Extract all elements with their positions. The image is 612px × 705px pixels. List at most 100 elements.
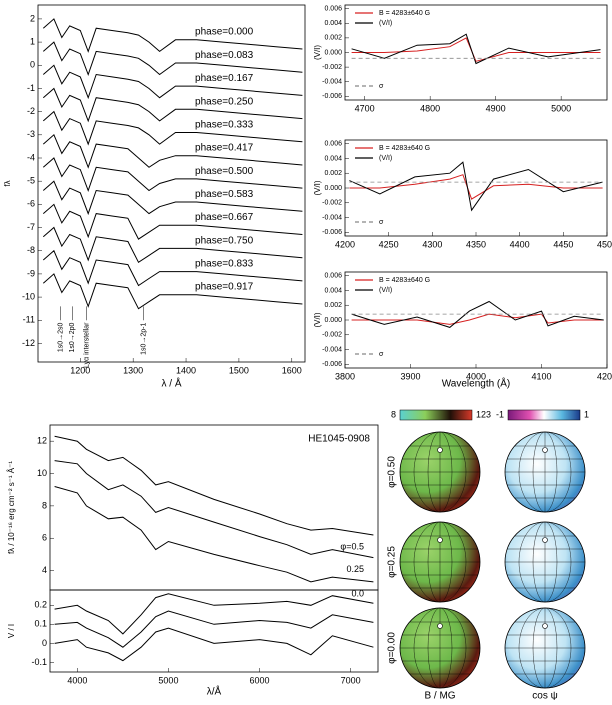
series-line <box>42 203 303 240</box>
y-tick-label: -11 <box>23 315 35 325</box>
series-line <box>351 37 601 62</box>
x-tick-label: 1600 <box>282 365 302 375</box>
y-axis-label: fλ / 10⁻¹⁶ erg cm⁻² s⁻¹ Å⁻¹ <box>7 461 16 554</box>
y-tick-label: 0.002 <box>324 35 342 42</box>
legend-label: (V/I) <box>379 155 392 162</box>
plot-frame <box>37 4 306 363</box>
series-line <box>349 161 603 212</box>
x-tick-label: 4000 <box>466 371 486 381</box>
series-label: phase=0.333 <box>195 119 254 130</box>
y-axis-label: V / I <box>7 624 16 638</box>
column-label: cos ψ <box>532 691 557 700</box>
y-tick-label: -0.004 <box>322 346 342 353</box>
y-tick-label: -0.006 <box>322 93 342 100</box>
x-tick-label: 7000 <box>341 675 361 685</box>
y-tick-label: -0.004 <box>322 214 342 221</box>
series-line <box>54 486 374 583</box>
y-tick-label: -4 <box>27 152 35 162</box>
y-tick-label: 8 <box>42 500 47 510</box>
series-label: 0.0 <box>351 588 364 598</box>
series-line <box>54 593 374 635</box>
x-tick-label: 4700 <box>355 103 375 113</box>
legend-label: B = 4283±640 G <box>379 10 430 17</box>
colorbar-cos <box>507 409 581 421</box>
plot-frame <box>49 589 379 673</box>
colorbar-min: -1 <box>496 409 504 419</box>
y-tick-label: -2 <box>27 106 35 116</box>
y-tick-label: -1 <box>27 83 35 93</box>
series-label: phase=0.000 <box>195 27 254 38</box>
series-label: phase=0.167 <box>195 73 254 84</box>
series-line <box>42 249 303 287</box>
y-tick-label: 0.006 <box>324 5 342 12</box>
series-line <box>351 313 604 325</box>
pole <box>542 623 548 629</box>
x-tick-label: 4000 <box>67 675 87 685</box>
y-tick-label: 0.2 <box>34 600 47 610</box>
series-label: phase=0.500 <box>195 166 254 177</box>
row-label: φ=0.50 <box>387 456 398 488</box>
y-axis-label: (V/I) <box>313 180 322 195</box>
series-line <box>42 157 303 192</box>
x-tick-label: 4450 <box>553 239 573 249</box>
y-tick-label: 6 <box>42 533 47 543</box>
x-tick-label: 1500 <box>229 365 249 375</box>
series-label: phase=0.417 <box>195 143 254 154</box>
series-label: phase=0.583 <box>195 189 254 200</box>
pole <box>437 537 443 543</box>
y-tick-label: -5 <box>27 176 35 186</box>
y-tick-label: -12 <box>22 338 35 348</box>
x-tick-label: 3900 <box>400 371 420 381</box>
annotation: HE1045-0908 <box>308 434 370 445</box>
y-tick-label: -3 <box>27 129 35 139</box>
y-axis-label: (V/I) <box>313 45 322 60</box>
y-tick-label: -0.1 <box>31 657 47 667</box>
x-tick-label: 1200 <box>70 365 90 375</box>
y-tick-label: 4 <box>42 565 47 575</box>
column-label: B / MG <box>424 691 455 700</box>
y-tick-label: -0.004 <box>322 79 342 86</box>
y-tick-label: -0.006 <box>322 229 342 236</box>
series-line <box>42 18 303 53</box>
legend-label: (V/I) <box>379 20 392 27</box>
series-label: phase=0.833 <box>195 259 254 270</box>
series-line <box>54 435 374 536</box>
x-tick-label: 1400 <box>176 365 196 375</box>
legend-label: (V/I) <box>379 287 392 294</box>
annotation: 1s0→2p0 <box>69 322 76 352</box>
series-line <box>42 64 303 100</box>
y-tick-label: -10 <box>22 291 35 301</box>
series-line <box>349 174 603 200</box>
y-tick-label: -0.002 <box>322 332 342 339</box>
y-tick-label: 0.004 <box>324 287 342 294</box>
y-tick-label: -0.002 <box>322 64 342 71</box>
x-tick-label: 4350 <box>466 239 486 249</box>
legend-label: σ <box>379 83 384 90</box>
y-tick-label: 0.002 <box>324 170 342 177</box>
y-tick-label: 0.006 <box>324 273 342 280</box>
y-tick-label: 0.002 <box>324 302 342 309</box>
x-tick-label: 4250 <box>379 239 399 249</box>
y-tick-label: 0.000 <box>324 185 342 192</box>
annotation: 1s0→2p-1 <box>141 322 148 354</box>
series-line <box>42 133 303 169</box>
colorbar-min: 8 <box>391 409 396 419</box>
x-tick-label: 6000 <box>250 675 270 685</box>
y-axis-label: fλ <box>3 180 12 186</box>
series-line <box>54 627 374 662</box>
x-tick-label: 4300 <box>422 239 442 249</box>
x-tick-label: 4800 <box>420 103 440 113</box>
y-tick-label: 0.000 <box>324 317 342 324</box>
y-tick-label: 0 <box>42 638 47 648</box>
series-label: phase=0.750 <box>195 235 254 246</box>
y-tick-label: -6 <box>27 199 35 209</box>
colorbar-max: 123 <box>476 409 491 419</box>
annotation: 1s0→2s0 <box>58 322 65 352</box>
y-tick-label: 10 <box>37 468 47 478</box>
y-tick-label: -0.002 <box>322 200 342 207</box>
x-tick-label: 4900 <box>486 103 506 113</box>
colorbar-b <box>399 409 473 421</box>
series-label: phase=0.917 <box>195 282 254 293</box>
plot-frame <box>49 424 379 591</box>
